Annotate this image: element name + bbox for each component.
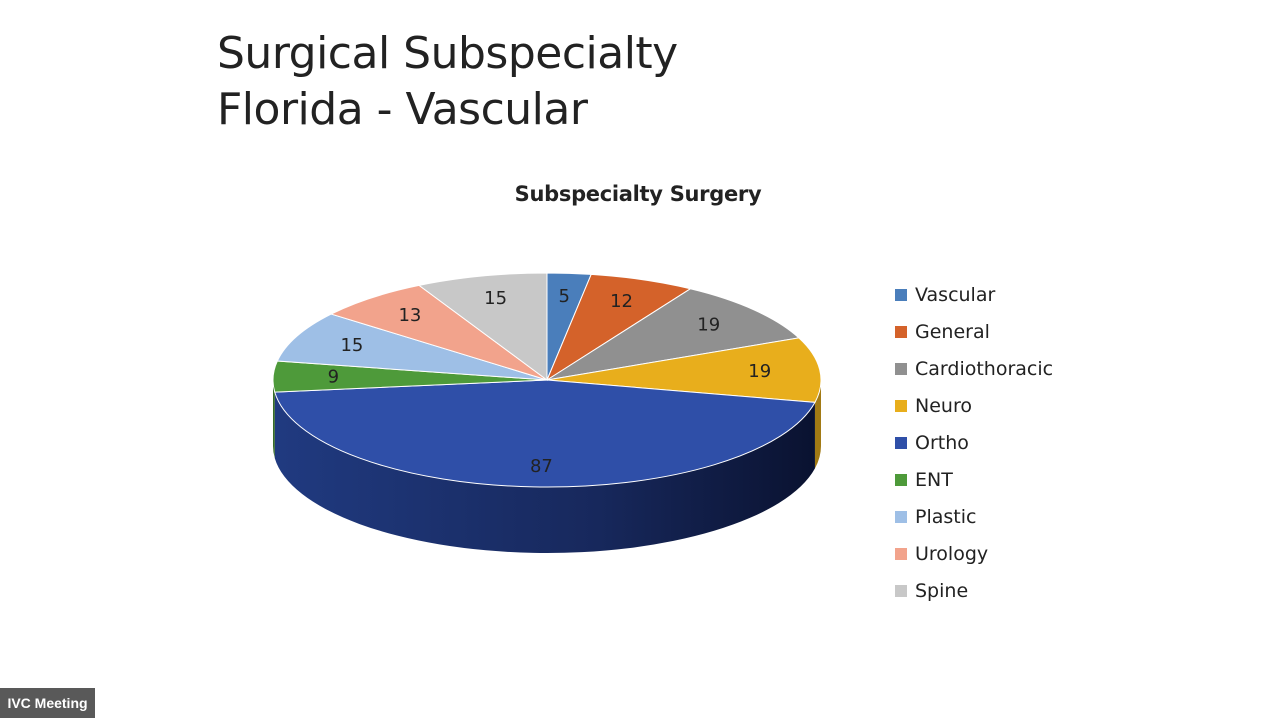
- legend-item-ortho: Ortho: [895, 424, 1053, 461]
- legend-label: Urology: [915, 542, 989, 565]
- slide-title-line-1: Surgical Subspecialty: [217, 28, 678, 79]
- chart-legend: Vascular General Cardiothoracic Neuro Ortho E…: [895, 276, 1053, 609]
- meeting-name-badge: IVC Meeting: [0, 688, 95, 718]
- legend-item-spine: Spine: [895, 572, 1053, 609]
- data-label-spine: 15: [484, 288, 507, 309]
- legend-item-neuro: Neuro: [895, 387, 1053, 424]
- legend-item-vascular: Vascular: [895, 276, 1053, 313]
- slide-title-line-2: Florida - Vascular: [217, 84, 588, 135]
- pie-side-ortho: [274, 392, 815, 554]
- pie-top: [272, 272, 822, 488]
- legend-label: ENT: [915, 468, 953, 491]
- legend-swatch: [895, 584, 907, 597]
- pie-slice-ortho: [274, 379, 816, 488]
- data-label-urology: 13: [398, 305, 421, 326]
- legend-swatch: [895, 399, 907, 412]
- pie-slice-neuro: [546, 337, 822, 403]
- pie-side-neuro: [814, 380, 821, 469]
- legend-label: Plastic: [915, 505, 977, 528]
- legend-swatch: [895, 510, 907, 523]
- pie-slice-plastic: [276, 313, 548, 381]
- legend-label: Ortho: [915, 431, 969, 454]
- pie-slice-cardiothoracic: [546, 288, 800, 381]
- data-label-ortho: 87: [530, 456, 553, 477]
- legend-item-ent: ENT: [895, 461, 1053, 498]
- legend-item-cardiothoracic: Cardiothoracic: [895, 350, 1053, 387]
- legend-item-general: General: [895, 313, 1053, 350]
- legend-label: General: [915, 320, 990, 343]
- legend-label: Spine: [915, 579, 969, 602]
- legend-item-plastic: Plastic: [895, 498, 1053, 535]
- legend-label: Cardiothoracic: [915, 357, 1054, 380]
- data-label-neuro: 19: [748, 361, 771, 382]
- pie-side-wall: [273, 380, 821, 554]
- data-label-ent: 9: [328, 366, 339, 387]
- legend-swatch: [895, 288, 907, 301]
- slide-title: Surgical Subspecialty Florida - Vascular: [217, 26, 678, 138]
- legend-swatch: [895, 362, 907, 375]
- data-label-general: 12: [610, 291, 633, 312]
- pie-slice-spine: [417, 272, 548, 381]
- data-label-cardiothoracic: 19: [697, 314, 720, 335]
- pie-slice-urology: [329, 284, 548, 381]
- legend-swatch: [895, 436, 907, 449]
- legend-label: Vascular: [915, 283, 996, 306]
- pie-side-ent: [273, 380, 275, 459]
- data-label-plastic: 15: [340, 335, 363, 356]
- chart-title: Subspecialty Surgery: [514, 182, 762, 206]
- legend-swatch: [895, 473, 907, 486]
- legend-swatch: [895, 547, 907, 560]
- legend-swatch: [895, 325, 907, 338]
- legend-item-urology: Urology: [895, 535, 1053, 572]
- legend-label: Neuro: [915, 394, 972, 417]
- data-label-vascular: 5: [559, 286, 570, 307]
